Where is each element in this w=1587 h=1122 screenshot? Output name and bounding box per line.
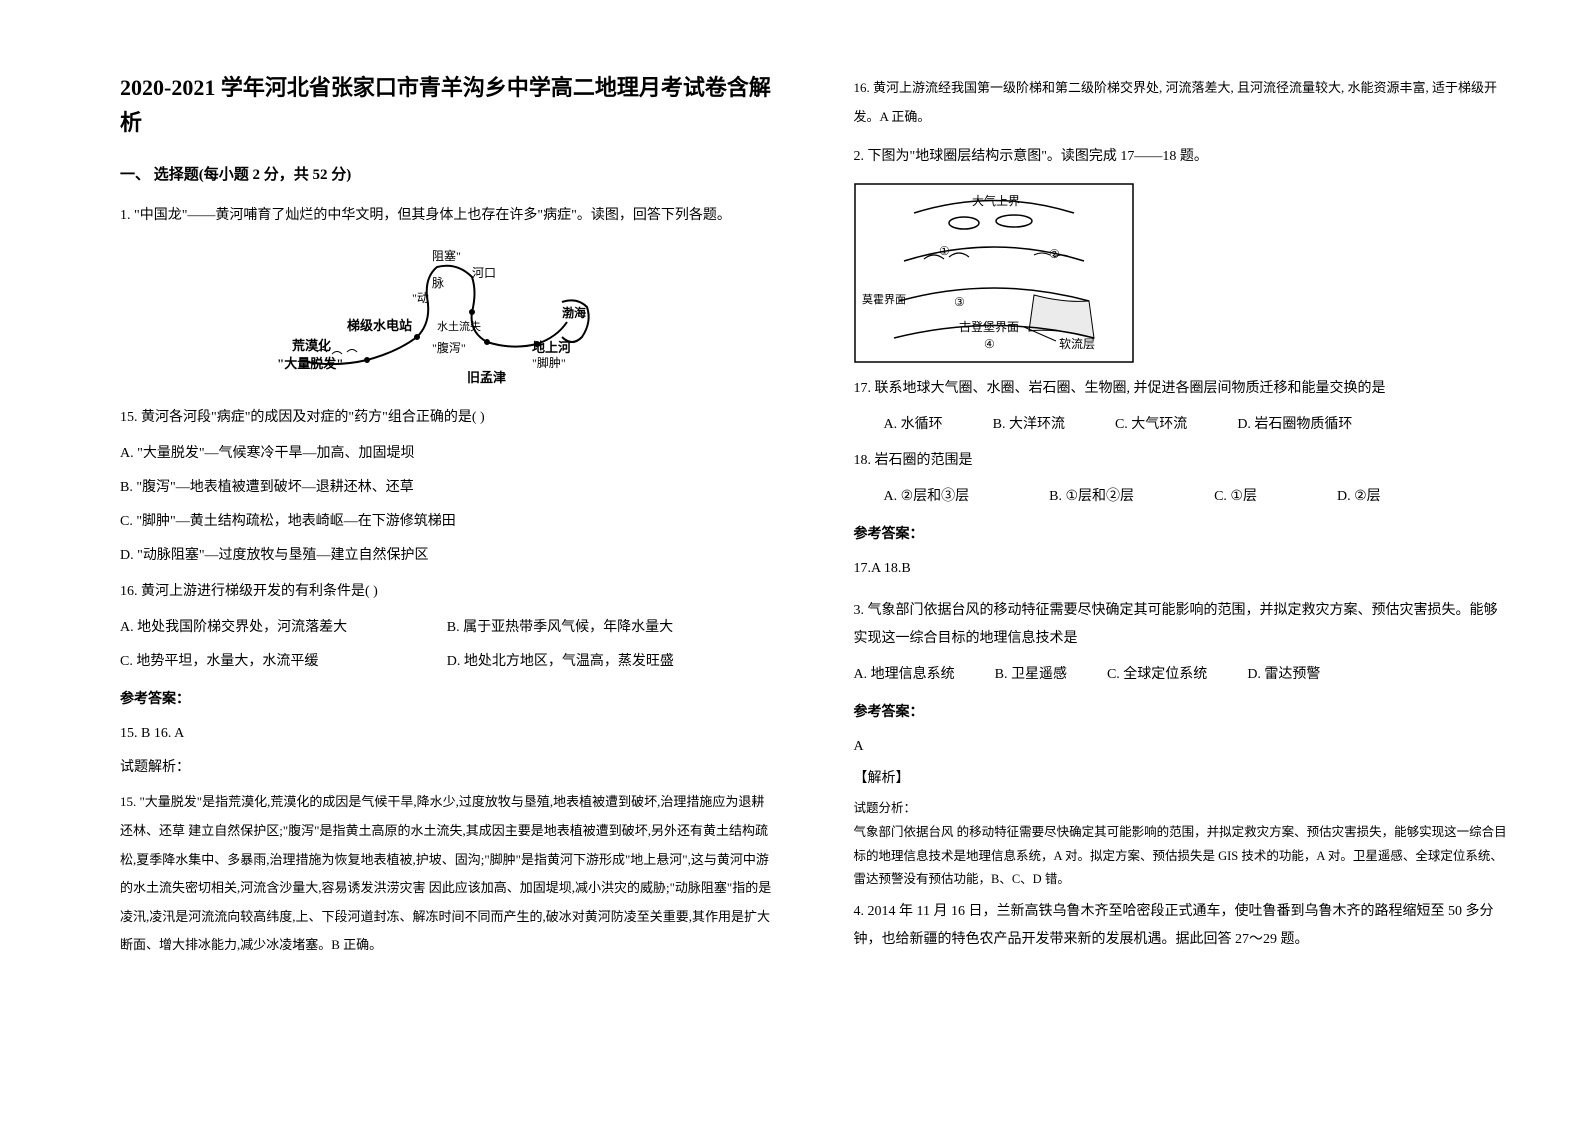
q18-option-a: A. ②层和③层 bbox=[884, 483, 970, 511]
fig1-label-shuitu: 水土流失 bbox=[437, 319, 481, 333]
fig1-label-zuse: 阻塞" bbox=[432, 248, 461, 263]
q3-option-c: C. 全球定位系统 bbox=[1107, 661, 1207, 689]
q18-stem: 18. 岩石圈的范围是 bbox=[854, 447, 1508, 475]
fig1-label-huangmo: 荒漠化 bbox=[291, 338, 331, 353]
q18-option-c: C. ①层 bbox=[1214, 483, 1257, 511]
q1-answer: 15. B 16. A bbox=[120, 720, 774, 748]
fig2-label-3: ③ bbox=[954, 295, 965, 309]
fig2-label-1: ① bbox=[939, 244, 950, 258]
q16-analysis: 16. 黄河上游流经我国第一级阶梯和第二级阶梯交界处, 河流落差大, 且河流径流… bbox=[854, 74, 1508, 131]
fig2-label-gutenberg: 古登堡界面 bbox=[959, 319, 1019, 334]
figure-1-yellow-river: 阻塞" 河口 脉 "动 渤海 梯级水电站 水土流失 荒漠化 "大量脱发" "腹泻… bbox=[277, 242, 617, 392]
q18-option-d: D. ②层 bbox=[1337, 483, 1381, 511]
q17-option-a: A. 水循环 bbox=[884, 411, 943, 439]
fig1-label-tiji: 梯级水电站 bbox=[347, 318, 412, 333]
q1-stem: 1. "中国龙"——黄河哺育了灿烂的中华文明，但其身体上也存在许多"病症"。读图… bbox=[120, 202, 774, 230]
q3-option-b: B. 卫星遥感 bbox=[995, 661, 1067, 689]
fig2-label-2: ② bbox=[1049, 247, 1060, 261]
q15-option-d: D. "动脉阻塞"—过度放牧与垦殖—建立自然保护区 bbox=[120, 542, 774, 570]
q15-option-c: C. "脚肿"—黄土结构疏松，地表崎岖—在下游修筑梯田 bbox=[120, 508, 774, 536]
q1-analysis-label: 试题解析： bbox=[120, 754, 774, 782]
q4-stem: 4. 2014 年 11 月 16 日，兰新高铁乌鲁木齐至哈密段正式通车，使吐鲁… bbox=[854, 898, 1508, 954]
fig2-label-daqi: 大气上界 bbox=[972, 193, 1020, 208]
figure-2-earth-layers: 大气上界 莫霍界面 古登堡界面 软流层 ① ② ③ ④ bbox=[854, 183, 1134, 363]
right-column: 16. 黄河上游流经我国第一级阶梯和第二级阶梯交界处, 河流落差大, 且河流径流… bbox=[814, 70, 1528, 1082]
fig2-label-ruanliu: 软流层 bbox=[1059, 337, 1095, 351]
q17-option-c: C. 大气环流 bbox=[1115, 411, 1187, 439]
q16-option-a: A. 地处我国阶梯交界处，河流落差大 bbox=[120, 614, 447, 642]
q18-option-b: B. ①层和②层 bbox=[1049, 483, 1134, 511]
q17-option-b: B. 大洋环流 bbox=[993, 411, 1065, 439]
q3-option-d: D. 雷达预警 bbox=[1247, 661, 1320, 689]
fig1-label-mai: 脉 bbox=[432, 275, 444, 290]
q16-stem: 16. 黄河上游进行梯级开发的有利条件是( ) bbox=[120, 578, 774, 606]
q2-answer: 17.A 18.B bbox=[854, 555, 1508, 583]
q15-analysis: 15. "大量脱发"是指荒漠化,荒漠化的成因是气候干旱,降水少,过度放牧与垦殖,… bbox=[120, 788, 774, 960]
q2-answer-label: 参考答案： bbox=[854, 521, 1508, 549]
q17-stem: 17. 联系地球大气圈、水圈、岩石圈、生物圈, 并促进各圈层间物质迁移和能量交换… bbox=[854, 375, 1508, 403]
fig1-label-dong: "动 bbox=[412, 291, 429, 305]
q3-analysis: 气象部门依据台风 的移动特征需要尽快确定其可能影响的范围，并拟定救灾方案、预估灾… bbox=[854, 821, 1508, 892]
q16-option-b: B. 属于亚热带季风气候，年降水量大 bbox=[447, 614, 774, 642]
fig1-label-jiaozh: "脚肿" bbox=[532, 355, 566, 370]
q2-stem: 2. 下图为"地球圈层结构示意图"。读图完成 17——18 题。 bbox=[854, 143, 1508, 171]
fig1-label-hekou: 河口 bbox=[472, 266, 496, 280]
q3-analysis-label: 试题分析： bbox=[854, 797, 1508, 821]
q16-option-c: C. 地势平坦，水量大，水流平缓 bbox=[120, 648, 447, 676]
fig1-label-fuxie: "腹泻" bbox=[432, 341, 466, 355]
fig2-label-moho: 莫霍界面 bbox=[862, 293, 906, 306]
fig1-label-dishang: 地上河 bbox=[532, 340, 571, 355]
doc-title: 2020-2021 学年河北省张家口市青羊沟乡中学高二地理月考试卷含解析 bbox=[120, 70, 774, 140]
q3-answer: A bbox=[854, 733, 1508, 761]
left-column: 2020-2021 学年河北省张家口市青羊沟乡中学高二地理月考试卷含解析 一、 … bbox=[100, 70, 814, 1082]
section-1-title: 一、 选择题(每小题 2 分，共 52 分) bbox=[120, 160, 774, 190]
fig1-label-jiumeng: 旧孟津 bbox=[467, 370, 506, 385]
fig1-label-tuofa: "大量脱发" bbox=[277, 356, 343, 371]
q15-option-a: A. "大量脱发"—气候寒冷干旱—加高、加固堤坝 bbox=[120, 440, 774, 468]
q3-stem: 3. 气象部门依据台风的移动特征需要尽快确定其可能影响的范围，并拟定救灾方案、预… bbox=[854, 597, 1508, 653]
fig2-label-4: ④ bbox=[984, 337, 995, 351]
q17-option-d: D. 岩石圈物质循环 bbox=[1237, 411, 1352, 439]
q3-option-a: A. 地理信息系统 bbox=[854, 661, 955, 689]
q15-option-b: B. "腹泻"—地表植被遭到破坏—退耕还林、还草 bbox=[120, 474, 774, 502]
q15-stem: 15. 黄河各河段"病症"的成因及对症的"药方"组合正确的是( ) bbox=[120, 404, 774, 432]
q16-option-d: D. 地处北方地区，气温高，蒸发旺盛 bbox=[447, 648, 774, 676]
q3-answer-label: 参考答案： bbox=[854, 699, 1508, 727]
q3-jiexi-label: 【解析】 bbox=[854, 765, 1508, 793]
q1-answer-label: 参考答案： bbox=[120, 686, 774, 714]
fig1-label-bohai: 渤海 bbox=[562, 305, 586, 320]
